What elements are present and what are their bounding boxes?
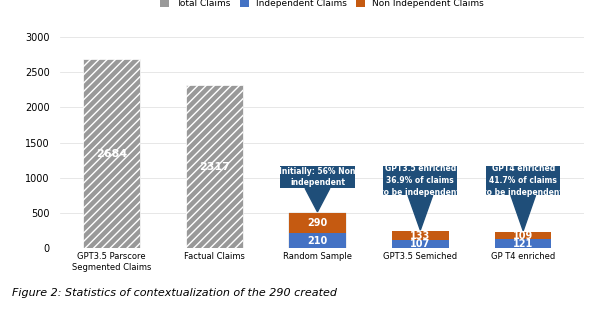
Polygon shape (408, 195, 433, 230)
Bar (187, 85, 243, 248)
Text: 2317: 2317 (199, 162, 230, 172)
Text: Initially: 56% Non
independent: Initially: 56% Non independent (279, 167, 356, 188)
Text: GPT3.5 enriched
36.9% of claims
to be independent: GPT3.5 enriched 36.9% of claims to be in… (380, 164, 460, 197)
Text: 107: 107 (410, 239, 430, 249)
Legend: Total Claims, Independent Claims, Non Independent Claims: Total Claims, Independent Claims, Non In… (156, 0, 488, 11)
Bar (289, 213, 346, 248)
Text: 121: 121 (513, 239, 533, 249)
Text: 133: 133 (410, 231, 430, 241)
Text: Figure 2: Statistics of contextualization of the 290 created: Figure 2: Statistics of contextualizatio… (12, 288, 337, 298)
Text: 210: 210 (308, 236, 328, 246)
Bar (495, 232, 551, 240)
Bar (83, 60, 140, 248)
Bar (495, 240, 551, 248)
Text: GPT4 enriched
41.7% of claims
to be independent: GPT4 enriched 41.7% of claims to be inde… (483, 164, 563, 197)
Text: 109: 109 (513, 231, 533, 241)
Bar (187, 85, 243, 248)
FancyBboxPatch shape (486, 166, 560, 195)
Bar (392, 231, 449, 241)
Bar (289, 213, 346, 233)
Polygon shape (511, 195, 536, 231)
Bar (392, 241, 449, 248)
Bar (83, 60, 140, 248)
Bar (289, 233, 346, 248)
Text: 2684: 2684 (96, 149, 128, 159)
FancyBboxPatch shape (383, 166, 457, 195)
Polygon shape (305, 188, 330, 212)
Text: 290: 290 (308, 218, 328, 228)
FancyBboxPatch shape (281, 166, 355, 188)
